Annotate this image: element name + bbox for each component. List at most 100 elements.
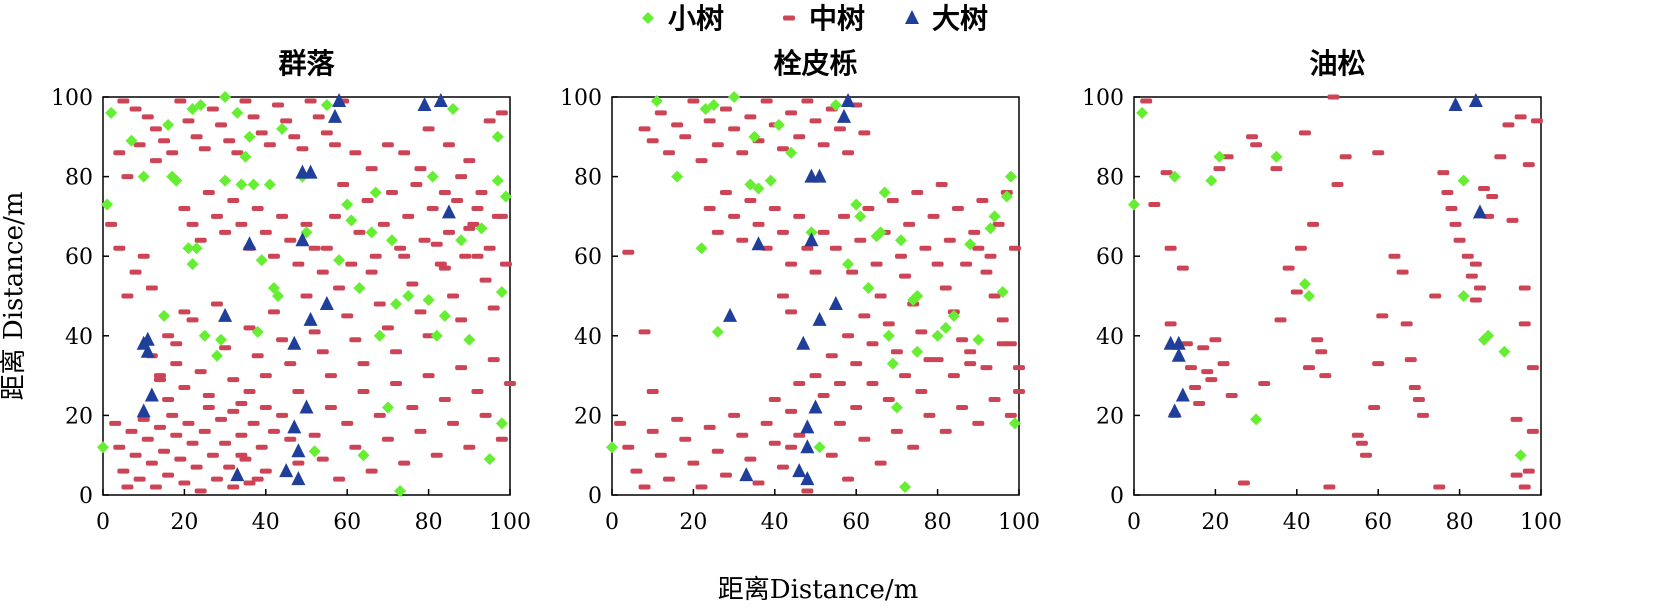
x-tick-label: 60 — [842, 510, 870, 535]
data-point — [186, 440, 199, 446]
data-point — [235, 221, 248, 227]
data-point — [136, 403, 151, 418]
data-point — [1167, 403, 1182, 418]
data-point — [809, 269, 822, 275]
data-point — [247, 420, 260, 426]
data-point — [178, 309, 191, 315]
data-point — [153, 373, 166, 379]
data-point — [1522, 162, 1535, 168]
data-point — [752, 221, 765, 227]
data-point — [854, 210, 867, 223]
data-point — [162, 472, 175, 478]
data-point — [487, 357, 500, 363]
data-point — [1000, 190, 1013, 203]
data-point — [186, 102, 199, 115]
data-point — [145, 285, 158, 291]
data-point — [1290, 289, 1303, 295]
data-point — [1171, 335, 1186, 350]
data-point — [1225, 393, 1238, 398]
data-point — [97, 441, 109, 454]
data-point — [219, 440, 232, 446]
data-point — [235, 178, 248, 191]
data-point — [650, 94, 663, 107]
x-tick-label: 80 — [415, 510, 443, 535]
data-point — [231, 106, 244, 119]
data-point — [345, 261, 358, 267]
data-point — [1270, 150, 1283, 163]
data-point — [109, 420, 122, 426]
y-tick-label: 100 — [51, 86, 93, 111]
data-point — [984, 253, 997, 259]
data-point — [320, 130, 333, 136]
data-point — [377, 221, 390, 227]
data-point — [243, 130, 256, 143]
data-point — [751, 236, 766, 251]
data-point — [976, 197, 989, 203]
data-point — [227, 484, 240, 490]
data-point — [219, 345, 232, 351]
data-point — [149, 126, 162, 132]
data-point — [101, 198, 114, 211]
data-point — [809, 118, 822, 124]
data-point — [1213, 150, 1226, 163]
data-point — [1518, 321, 1531, 327]
data-point — [801, 245, 814, 251]
data-point — [739, 467, 754, 482]
data-point — [996, 341, 1009, 347]
data-point — [251, 353, 264, 359]
data-point — [422, 126, 435, 132]
data-point — [1323, 484, 1336, 490]
data-point — [276, 122, 289, 135]
data-point — [230, 467, 245, 482]
data-point — [1469, 297, 1482, 303]
data-point — [854, 237, 867, 243]
data-point — [255, 130, 268, 136]
data-point — [1176, 265, 1189, 271]
data-point — [812, 311, 827, 326]
data-point — [426, 205, 439, 211]
data-point — [235, 432, 248, 438]
data-point — [606, 441, 618, 454]
data-point — [267, 282, 280, 295]
data-point — [874, 226, 887, 239]
data-point — [1468, 92, 1483, 107]
data-point — [398, 253, 411, 259]
data-point — [1270, 166, 1283, 172]
data-point — [105, 221, 118, 227]
data-point — [1510, 416, 1523, 422]
data-point — [980, 269, 993, 275]
data-point — [333, 285, 346, 291]
data-point — [1209, 337, 1222, 343]
data-point — [890, 349, 903, 355]
data-point — [630, 468, 643, 474]
data-point — [341, 313, 354, 319]
data-point — [333, 254, 346, 267]
data-point — [785, 110, 798, 116]
data-point — [255, 254, 268, 267]
data-point — [1368, 404, 1381, 410]
data-point — [699, 102, 712, 115]
data-point — [495, 110, 508, 116]
data-point — [287, 419, 302, 434]
data-point — [328, 213, 341, 219]
data-point — [373, 301, 386, 307]
data-point — [308, 432, 321, 438]
data-point — [671, 122, 684, 128]
data-point — [882, 329, 895, 342]
data-point — [430, 241, 443, 247]
data-point — [324, 373, 337, 379]
data-point — [1518, 285, 1531, 291]
data-point — [263, 142, 276, 148]
data-point — [878, 186, 891, 199]
data-point — [1526, 365, 1539, 371]
data-point — [259, 229, 272, 235]
data-point — [442, 142, 455, 148]
data-point — [402, 290, 415, 302]
x-tick-label: 20 — [1201, 510, 1229, 535]
data-point — [858, 313, 871, 319]
data-point — [430, 452, 443, 458]
data-point — [711, 325, 724, 338]
data-point — [210, 476, 223, 482]
data-point — [1408, 385, 1421, 391]
data-point — [1246, 134, 1259, 140]
